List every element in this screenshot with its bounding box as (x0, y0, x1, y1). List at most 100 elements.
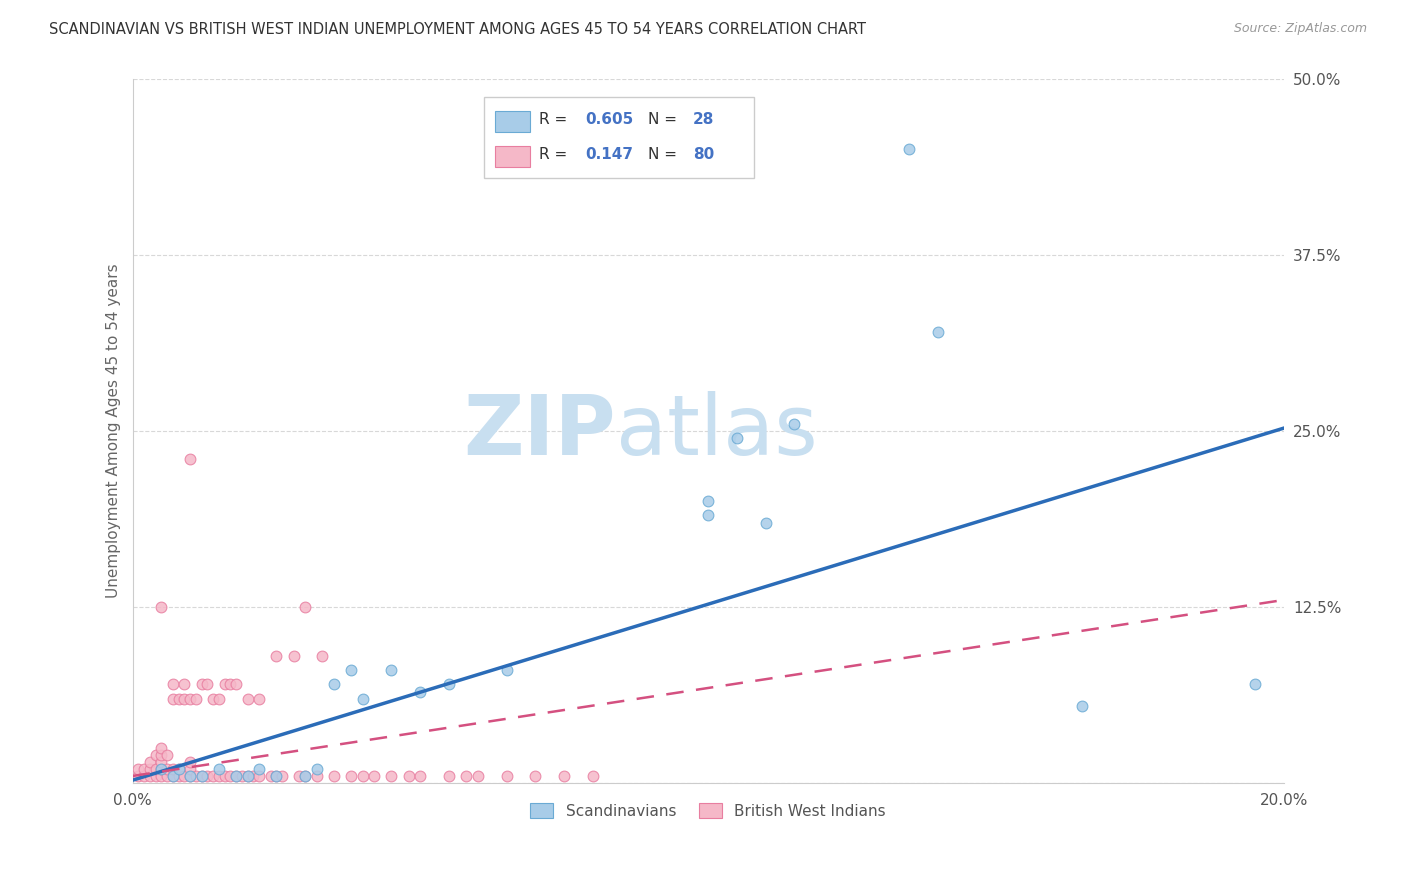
Point (409, 684, 432, 698)
Text: R =: R = (538, 112, 572, 127)
Point (184, 691, 207, 706)
Point (437, 677, 460, 691)
Point (214, 677, 236, 691)
Point (179, 755, 201, 769)
Point (179, 762, 201, 776)
Point (294, 769, 316, 783)
Point (179, 769, 201, 783)
Point (288, 769, 311, 783)
Point (127, 762, 149, 776)
Point (231, 769, 253, 783)
Point (139, 769, 162, 783)
Point (259, 769, 281, 783)
Point (150, 755, 173, 769)
Point (363, 769, 385, 783)
Text: 0.605: 0.605 (585, 112, 633, 127)
Point (219, 677, 242, 691)
Point (898, 142, 921, 156)
Point (190, 769, 212, 783)
Point (214, 769, 236, 783)
Point (340, 664, 363, 678)
Text: 80: 80 (693, 147, 714, 161)
Point (132, 769, 155, 783)
Point (352, 769, 374, 783)
Text: Source: ZipAtlas.com: Source: ZipAtlas.com (1233, 22, 1367, 36)
Point (167, 769, 190, 783)
Point (145, 762, 167, 776)
Point (380, 769, 402, 783)
Bar (495, 111, 530, 132)
Point (294, 769, 316, 783)
Point (409, 769, 432, 783)
Point (697, 508, 720, 523)
Point (139, 762, 162, 776)
Point (495, 769, 517, 783)
Point (167, 762, 190, 776)
Point (150, 762, 173, 776)
Point (340, 769, 363, 783)
Point (162, 769, 184, 783)
Point (225, 769, 247, 783)
Point (156, 762, 179, 776)
Point (219, 769, 242, 783)
Point (167, 691, 190, 706)
Point (225, 769, 247, 783)
Point (697, 494, 720, 508)
Point (236, 769, 259, 783)
Point (150, 740, 173, 755)
Point (208, 769, 231, 783)
FancyBboxPatch shape (484, 96, 754, 178)
Text: N =: N = (648, 112, 682, 127)
Point (150, 762, 173, 776)
Point (162, 769, 184, 783)
Point (139, 755, 162, 769)
Point (173, 677, 195, 691)
Point (495, 664, 517, 678)
Point (145, 747, 167, 762)
Point (162, 677, 184, 691)
Point (179, 691, 201, 706)
Point (352, 691, 374, 706)
Point (236, 769, 259, 783)
Point (132, 762, 155, 776)
Y-axis label: Unemployment Among Ages 45 to 54 years: Unemployment Among Ages 45 to 54 years (107, 264, 121, 599)
Text: SCANDINAVIAN VS BRITISH WEST INDIAN UNEMPLOYMENT AMONG AGES 45 TO 54 YEARS CORRE: SCANDINAVIAN VS BRITISH WEST INDIAN UNEM… (49, 22, 866, 37)
Point (247, 769, 270, 783)
Point (184, 769, 207, 783)
Point (398, 769, 420, 783)
Legend: Scandinavians, British West Indians: Scandinavians, British West Indians (524, 797, 891, 825)
Point (167, 762, 190, 776)
Point (755, 516, 778, 530)
Point (283, 649, 305, 664)
Point (380, 664, 402, 678)
Point (247, 762, 270, 776)
Point (156, 769, 179, 783)
Point (150, 769, 173, 783)
Point (323, 677, 346, 691)
Point (173, 769, 195, 783)
Point (247, 691, 270, 706)
Point (266, 769, 288, 783)
Point (202, 691, 225, 706)
Point (467, 769, 489, 783)
Point (208, 691, 231, 706)
Point (437, 769, 460, 783)
Point (783, 417, 806, 431)
Point (156, 747, 179, 762)
Point (208, 762, 231, 776)
Point (271, 769, 294, 783)
Point (1071, 698, 1094, 713)
Point (179, 769, 201, 783)
Point (524, 769, 547, 783)
Point (266, 769, 288, 783)
Point (305, 762, 328, 776)
Point (582, 769, 605, 783)
Point (162, 762, 184, 776)
Point (150, 600, 173, 615)
Text: ZIP: ZIP (464, 391, 616, 472)
Point (162, 691, 184, 706)
Point (456, 769, 478, 783)
Point (1243, 677, 1265, 691)
Point (173, 691, 195, 706)
Text: 0.147: 0.147 (585, 147, 633, 161)
